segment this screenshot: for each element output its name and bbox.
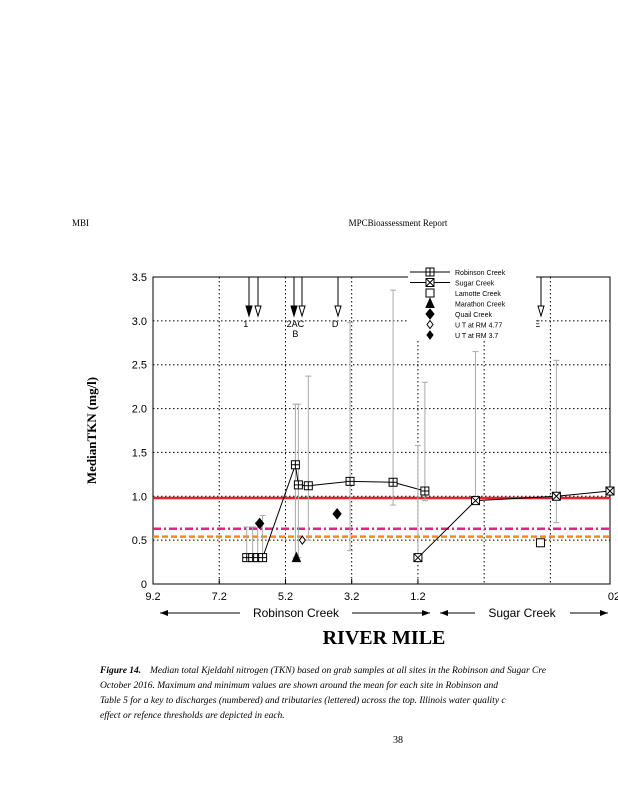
reach-arrowhead [422, 610, 430, 616]
page-number: 38 [393, 735, 403, 746]
legend-marker [425, 308, 435, 320]
y-tick-label: 2.0 [132, 404, 147, 416]
marker [303, 481, 313, 491]
discharge-label: E [534, 319, 540, 329]
legend-marker [425, 267, 435, 277]
legend-label: Robinson Creek [455, 270, 506, 277]
legend-bg [408, 277, 536, 288]
y-tick-label: 0.5 [132, 535, 147, 547]
plot-frame [152, 276, 611, 585]
legend-marker [425, 278, 435, 287]
marker [388, 477, 398, 487]
y-tick-label: 2.5 [132, 360, 147, 372]
discharge-label: D [332, 319, 339, 329]
marker [551, 491, 561, 501]
y-tick-label: 3.5 [132, 272, 147, 284]
legend-marker [425, 288, 435, 298]
discharge-arrowhead [290, 305, 298, 318]
marker [332, 508, 342, 520]
marker [471, 496, 481, 506]
marker [535, 538, 545, 548]
y-tick-label: 1.0 [132, 491, 147, 503]
legend-label: Sugar Creek [455, 281, 495, 288]
legend-bg [408, 330, 536, 341]
reach-arrowhead [600, 610, 608, 616]
x-tick-label: 1.2 [410, 591, 425, 603]
header-left: MBI [72, 218, 89, 228]
y-tick-label: 1.5 [132, 447, 147, 459]
marker [291, 551, 302, 563]
caption-line: Median total Kjeldahl nitrogen (TKN) bas… [149, 665, 546, 676]
caption-line: October 2016. Maximum and minimum values… [100, 680, 498, 691]
discharge-arrowhead [334, 305, 342, 318]
discharge-arrowhead [537, 305, 545, 318]
y-tick-label: 3.0 [132, 316, 147, 328]
legend-bg [408, 288, 536, 299]
discharge-arrowhead [298, 305, 306, 318]
legend-label: Marathon Creek [455, 302, 506, 309]
marker [298, 535, 306, 545]
marker [293, 480, 303, 490]
chart: 0 0.5 1.0 1.5 2.0 2.5 3.0 3.5 9.2 7.2 5.2 3.2 1.2 02 M… [84, 267, 618, 649]
marker [420, 486, 430, 496]
x-end-label: 02 [608, 591, 618, 603]
marker [413, 553, 423, 563]
discharge-label: 1 [243, 319, 248, 329]
x-tick-label: 7.2 [212, 591, 227, 603]
caption-line: Table 5 for a key to discharges (numbere… [100, 695, 506, 706]
discharge-arrowhead [254, 305, 262, 318]
legend-bg [408, 309, 536, 320]
x-tick-label: 5.2 [278, 591, 293, 603]
discharge-label: 2AC [287, 319, 305, 329]
discharge-arrowhead [245, 305, 253, 318]
marker [605, 486, 615, 496]
reach-arrowhead [440, 610, 448, 616]
marker [254, 517, 265, 530]
legend-label: U T at RM 3.7 [455, 333, 498, 340]
x-tick-label: 3.2 [344, 591, 359, 603]
legend-bg [408, 267, 536, 278]
x-axis-label: RIVER MILE [323, 627, 446, 649]
x-tick-label: 9.2 [145, 591, 160, 603]
reach-label: Sugar Creek [488, 606, 556, 620]
marker [258, 553, 268, 563]
legend-label: U T at RM 4.77 [455, 323, 502, 330]
reach-label: Robinson Creek [253, 606, 340, 620]
marker [345, 476, 355, 486]
reach-arrowhead [160, 610, 168, 616]
series-line [417, 490, 611, 559]
discharge-label: B [292, 329, 298, 339]
legend-label: Lamotte Creek [455, 291, 501, 298]
caption-label: Figure 14. [99, 666, 141, 676]
caption-line: effect or refence thresholds are depicte… [100, 710, 285, 721]
legend-bg [408, 298, 536, 309]
y-tick-label: 0 [141, 579, 147, 591]
legend-marker [425, 297, 435, 308]
marker [290, 460, 300, 470]
y-axis-label: MedianTKN (mg/l) [84, 377, 99, 484]
legend-label: Quail Creek [455, 312, 492, 319]
legend-marker [426, 319, 434, 330]
legend-bg [408, 319, 536, 330]
header-center: MPCBioassessment Report [349, 218, 448, 228]
legend-marker [426, 330, 434, 340]
